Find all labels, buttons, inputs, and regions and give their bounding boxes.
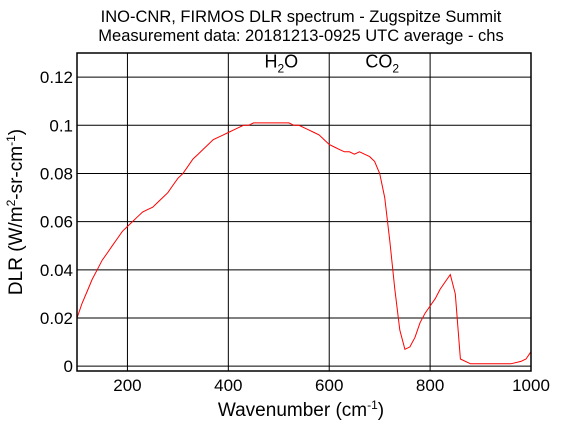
annotations: H2O CO2 <box>264 51 399 75</box>
y-tick-label: 0.08 <box>40 164 73 183</box>
x-axis-label: Wavenumber (cm-1) <box>218 398 384 421</box>
y-axis-ticks: 0 0.02 0.04 0.06 0.08 0.1 0.12 <box>40 68 73 376</box>
band-annotation: H2O <box>264 51 298 75</box>
chart-title: INO-CNR, FIRMOS DLR spectrum - Zugspitze… <box>101 8 502 26</box>
y-axis-label: DLR (W/m2-sr-cm-1) <box>4 129 27 295</box>
spectrum-line <box>76 122 532 365</box>
plot-border <box>76 52 532 372</box>
x-tick-label: 200 <box>113 376 141 395</box>
band-annotation: CO2 <box>365 51 399 75</box>
chart-subtitle: Measurement data: 20181213-0925 UTC aver… <box>98 27 503 45</box>
series-group <box>76 122 532 365</box>
plot-area <box>76 52 532 372</box>
x-tick-label: 1000 <box>512 376 550 395</box>
y-tick-label: 0.02 <box>40 309 73 328</box>
y-tick-label: 0.12 <box>40 68 73 87</box>
x-axis-ticks: 200 400 600 800 1000 <box>113 376 550 395</box>
y-tick-label: 0.1 <box>49 116 73 135</box>
y-tick-label: 0 <box>64 357 73 376</box>
y-tick-label: 0.04 <box>40 261 73 280</box>
y-tick-label: 0.06 <box>40 213 73 232</box>
x-tick-label: 600 <box>315 376 343 395</box>
plot-frame <box>77 53 531 371</box>
x-tick-label: 400 <box>214 376 242 395</box>
x-tick-label: 800 <box>416 376 444 395</box>
